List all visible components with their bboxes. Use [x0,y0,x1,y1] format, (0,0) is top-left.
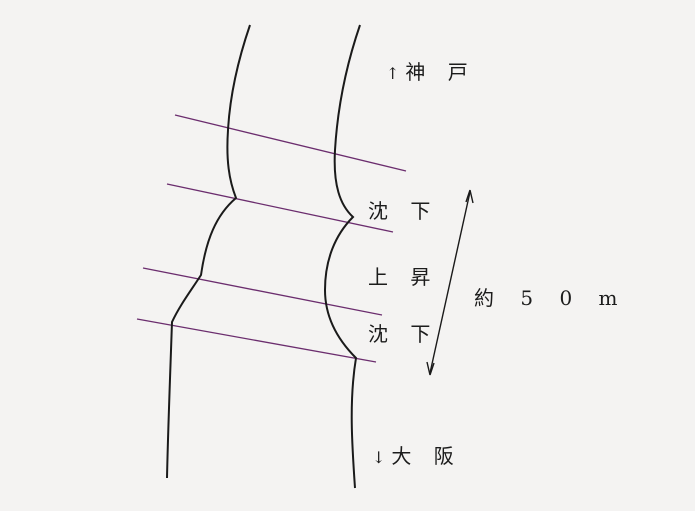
south-arrow-icon: ↓ [372,448,386,467]
north-destination: 神 戸 [405,60,476,84]
north-label: ↑ 神 戸 [386,60,476,86]
north-arrow-icon: ↑ [386,64,400,83]
cross-line-4 [136,318,377,363]
cross-line-2 [166,183,394,233]
south-label: ↓ 大 阪 [372,444,462,470]
distance-arrow-head-bottom [426,361,435,376]
cross-line-3 [142,267,383,316]
road-edge-left [166,24,251,479]
distance-label: 約 5 0 m [474,286,628,310]
cross-line-1 [174,114,407,172]
uplift-label: 上 昇 [368,265,439,289]
south-destination: 大 阪 [391,444,462,468]
subsidence-lower-label: 沈 下 [368,322,439,346]
subsidence-upper-label: 沈 下 [368,199,439,223]
road-edge-right [323,24,361,489]
distance-arrow-head-top [465,189,474,204]
distance-arrow-line [429,191,471,374]
